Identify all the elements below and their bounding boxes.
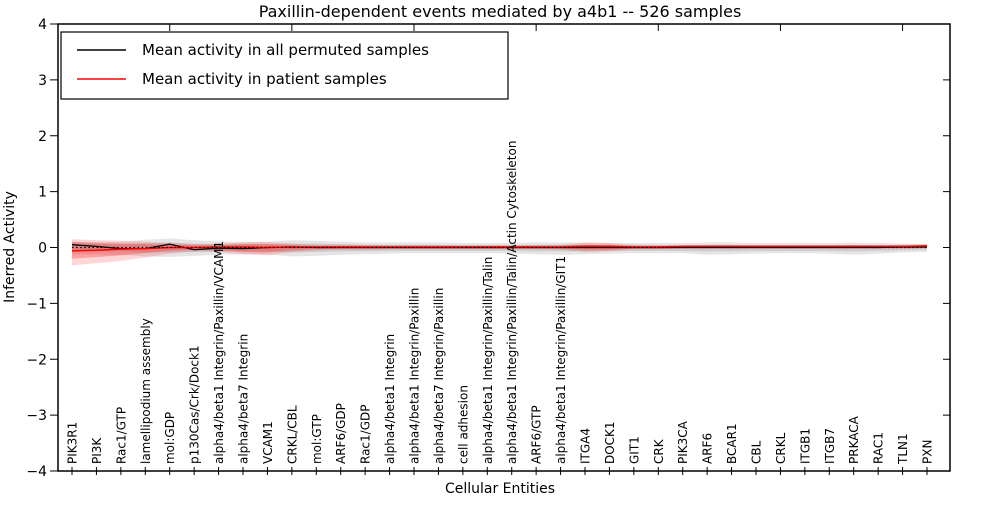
x-tick-label: alpha4/beta7 Integrin/Paxillin [432,288,446,464]
x-tick-label: alpha4/beta7 Integrin [237,334,251,464]
x-tick-label: PIK3CA [676,420,690,464]
x-tick-label: alpha4/beta1 Integrin/Paxillin [408,288,422,464]
y-tick-label: 0 [38,241,47,257]
legend-label-patient: Mean activity in patient samples [142,70,387,88]
x-tick-label: ARF6 [701,433,715,464]
y-tick-label: −3 [26,408,47,424]
y-tick-label: −4 [26,464,47,480]
x-tick-label: cell adhesion [456,385,470,464]
x-tick-label: alpha4/beta1 Integrin [383,334,397,464]
x-axis-label: Cellular Entities [445,481,555,497]
y-tick-label: 3 [38,73,47,89]
y-tick-label: −2 [26,352,47,368]
x-tick-label: ARF6/GTP [530,405,544,464]
legend-label-permuted: Mean activity in all permuted samples [142,41,429,59]
x-tick-label: alpha4/beta1 Integrin/Paxillin/Talin [481,257,495,464]
x-tick-label: VCAM1 [261,421,275,464]
x-tick-label: RAC1 [872,432,886,464]
x-tick-label: ITGB1 [798,428,812,464]
x-tick-label: lamellipodium assembly [139,318,153,464]
x-tick-label: CRKL/CBL [285,405,299,464]
x-tick-label: DOCK1 [603,421,617,464]
x-tick-label: ITGA4 [579,428,593,464]
x-tick-label: Rac1/GTP [114,407,128,464]
x-tick-label: mol:GDP [163,412,177,464]
x-tick-label: BCAR1 [725,423,739,464]
x-tick-label: PIK3R1 [66,422,80,464]
x-tick-labels: PIK3R1 PI3K Rac1/GTP lamellipodium assembly… [66,141,935,465]
x-tick-label: alpha4/beta1 Integrin/Paxillin/VCAM1 [212,241,226,464]
x-tick-label: PI3K [90,437,104,464]
ticks [50,23,950,475]
x-tick-label: p130Cas/Crk/Dock1 [188,345,202,464]
x-tick-label: CRKL [774,432,788,464]
legend: Mean activity in all permuted samples Me… [60,31,509,100]
x-tick-label: alpha4/beta1 Integrin/Paxillin/GIT1 [554,256,568,464]
x-tick-label: CBL [750,440,764,464]
y-tick-labels: 4 3 2 1 0 −1 −2 −3 −4 [26,17,47,480]
x-tick-label: PRKACA [847,415,861,464]
y-tick-label: 1 [38,185,47,201]
x-tick-label: Rac1/GDP [359,405,373,464]
x-tick-label: alpha4/beta1 Integrin/Paxillin/Talin/Act… [505,141,519,464]
x-tick-label: CRK [652,438,666,464]
chart-title: Paxillin-dependent events mediated by a4… [259,2,742,21]
x-tick-label: mol:GTP [310,414,324,464]
y-axis-label: Inferred Activity [2,191,18,303]
x-tick-label: TLN1 [896,433,910,465]
legend-box [60,31,509,100]
x-tick-label: GIT1 [627,436,641,464]
bands [72,238,927,266]
y-tick-label: 2 [38,129,47,145]
y-tick-label: 4 [38,17,47,33]
x-tick-label: PXN [921,440,935,464]
x-tick-label: ARF6/GDP [334,403,348,464]
x-tick-label: ITGB7 [823,428,837,464]
y-tick-label: −1 [26,296,47,312]
